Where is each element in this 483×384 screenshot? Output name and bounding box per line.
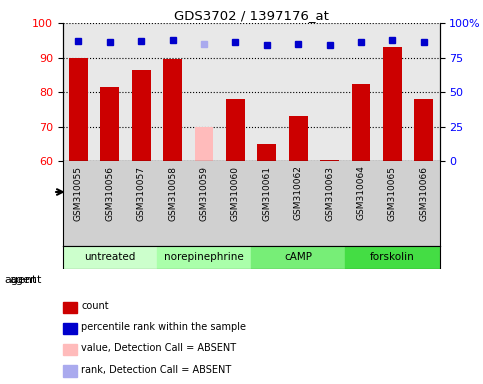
Bar bbox=[320, 160, 339, 161]
Text: GSM310060: GSM310060 bbox=[231, 166, 240, 220]
Bar bbox=[383, 47, 402, 161]
Text: GSM310061: GSM310061 bbox=[262, 166, 271, 220]
Text: GSM310064: GSM310064 bbox=[356, 166, 366, 220]
Title: GDS3702 / 1397176_at: GDS3702 / 1397176_at bbox=[174, 9, 328, 22]
Bar bbox=[132, 70, 151, 161]
Text: cAMP: cAMP bbox=[284, 252, 312, 262]
Text: GSM310057: GSM310057 bbox=[137, 166, 146, 220]
Text: value, Detection Call = ABSENT: value, Detection Call = ABSENT bbox=[81, 343, 236, 354]
Text: GSM310066: GSM310066 bbox=[419, 166, 428, 220]
Text: GSM310065: GSM310065 bbox=[388, 166, 397, 220]
Text: rank, Detection Call = ABSENT: rank, Detection Call = ABSENT bbox=[81, 364, 231, 375]
Text: count: count bbox=[81, 301, 109, 311]
Bar bbox=[289, 116, 308, 161]
Text: agent: agent bbox=[5, 275, 37, 285]
Bar bbox=[195, 127, 213, 161]
Text: GSM310058: GSM310058 bbox=[168, 166, 177, 220]
Text: norepinephrine: norepinephrine bbox=[164, 252, 244, 262]
Text: GSM310062: GSM310062 bbox=[294, 166, 303, 220]
Bar bbox=[414, 99, 433, 161]
Text: GSM310063: GSM310063 bbox=[325, 166, 334, 220]
Text: untreated: untreated bbox=[84, 252, 136, 262]
Text: percentile rank within the sample: percentile rank within the sample bbox=[81, 322, 246, 333]
Bar bbox=[163, 59, 182, 161]
Text: forskolin: forskolin bbox=[370, 252, 415, 262]
Text: agent: agent bbox=[10, 275, 42, 285]
Bar bbox=[226, 99, 245, 161]
Bar bbox=[257, 144, 276, 161]
Text: GSM310055: GSM310055 bbox=[74, 166, 83, 220]
Text: GSM310056: GSM310056 bbox=[105, 166, 114, 220]
Bar bbox=[100, 87, 119, 161]
Text: GSM310059: GSM310059 bbox=[199, 166, 209, 220]
Bar bbox=[69, 58, 88, 161]
Bar bbox=[352, 84, 370, 161]
